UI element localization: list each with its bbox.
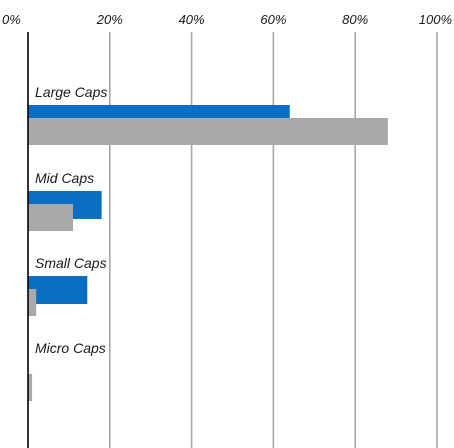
category-label: Large Caps: [35, 84, 107, 100]
gridlines: [109, 32, 438, 448]
x-tick-label: 80%: [342, 12, 368, 27]
bar-series-1: [28, 276, 88, 304]
bar-series-2: [28, 204, 73, 231]
x-tick-label: 60%: [260, 12, 286, 27]
x-tick-label: 100%: [419, 12, 452, 27]
x-tick-label: 40%: [179, 12, 205, 27]
x-tick-labels: 0% 20% 40% 60% 80% 100%: [2, 12, 452, 27]
bar-series-2: [28, 289, 37, 316]
category-labels: Large Caps Mid Caps Small Caps Micro Caps: [35, 84, 107, 356]
category-label: Micro Caps: [35, 340, 106, 356]
x-tick-label: 0%: [2, 12, 21, 27]
category-label: Small Caps: [35, 255, 107, 271]
category-label: Mid Caps: [35, 170, 94, 186]
x-tick-label: 20%: [96, 12, 123, 27]
bar-series-2: [28, 118, 388, 145]
bar-series-2: [28, 374, 33, 401]
bars: [28, 105, 388, 401]
